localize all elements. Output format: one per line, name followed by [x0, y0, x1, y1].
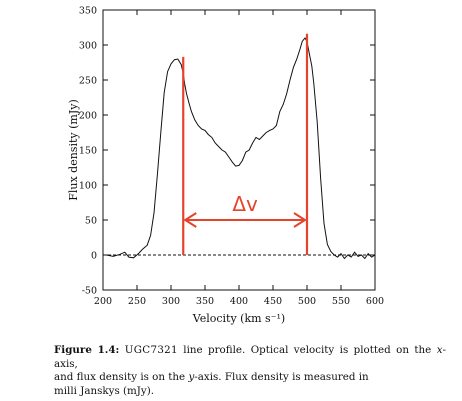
flux-profile-series — [106, 37, 376, 260]
y-tick-label: -50 — [82, 286, 97, 297]
delta-v-arrowhead-left — [183, 212, 197, 228]
y-tick-label: 300 — [79, 41, 97, 52]
x-tick-label: 450 — [264, 296, 282, 307]
y-tick-label: 200 — [79, 111, 97, 122]
y-tick-label: 100 — [79, 181, 97, 192]
x-tick-label: 500 — [298, 296, 316, 307]
y-tick-label: 0 — [91, 251, 97, 262]
x-tick-label: 400 — [230, 296, 248, 307]
caption-line-3: milli Janskys (mJy). — [54, 384, 155, 397]
flux-profile-chart: 200 250 300 350 400 450 500 550 600 -50 0 50 100 150 2… — [67, 6, 384, 326]
y-tick-label: 50 — [85, 216, 97, 227]
caption-text-1b: -axis, — [54, 344, 446, 370]
x-tick-label: 200 — [94, 296, 112, 307]
caption-line-1: Figure 1.4: UGC7321 line profile. Optica… — [54, 344, 446, 371]
y-axis-title: Flux density (mJy) — [67, 99, 80, 201]
delta-v-arrowhead-right — [293, 212, 307, 228]
caption-text-1: line profile. Optical velocity is plotte… — [177, 344, 437, 356]
caption-line-2: and flux density is on the y-axis. Flux … — [54, 371, 446, 385]
caption-text-2: and flux density is on the — [54, 371, 189, 383]
y-tick-label: 250 — [79, 76, 97, 87]
axis-ticks: 200 250 300 350 400 450 500 550 600 -50 0 50 100 150 2… — [79, 6, 384, 308]
delta-v-label: Δv — [232, 192, 258, 216]
x-tick-label: 350 — [196, 296, 214, 307]
x-tick-label: 600 — [366, 296, 384, 307]
y-tick-label: 150 — [79, 146, 97, 157]
caption-x-var: x — [436, 344, 443, 356]
figure-caption: Figure 1.4: UGC7321 line profile. Optica… — [54, 344, 446, 398]
y-tick-label: 350 — [79, 6, 97, 17]
x-axis-title: Velocity (km s⁻¹) — [192, 312, 285, 325]
x-tick-label: 250 — [128, 296, 146, 307]
x-tick-label: 550 — [332, 296, 350, 307]
caption-label: Figure 1.4: — [54, 344, 120, 356]
caption-y-var: y — [188, 371, 195, 383]
delta-v-annotation: Δv — [182, 33, 309, 255]
x-tick-label: 300 — [162, 296, 180, 307]
caption-text-2b: -axis. Flux density is measured in — [194, 371, 369, 383]
caption-galaxy-name: UGC7321 — [124, 344, 178, 356]
